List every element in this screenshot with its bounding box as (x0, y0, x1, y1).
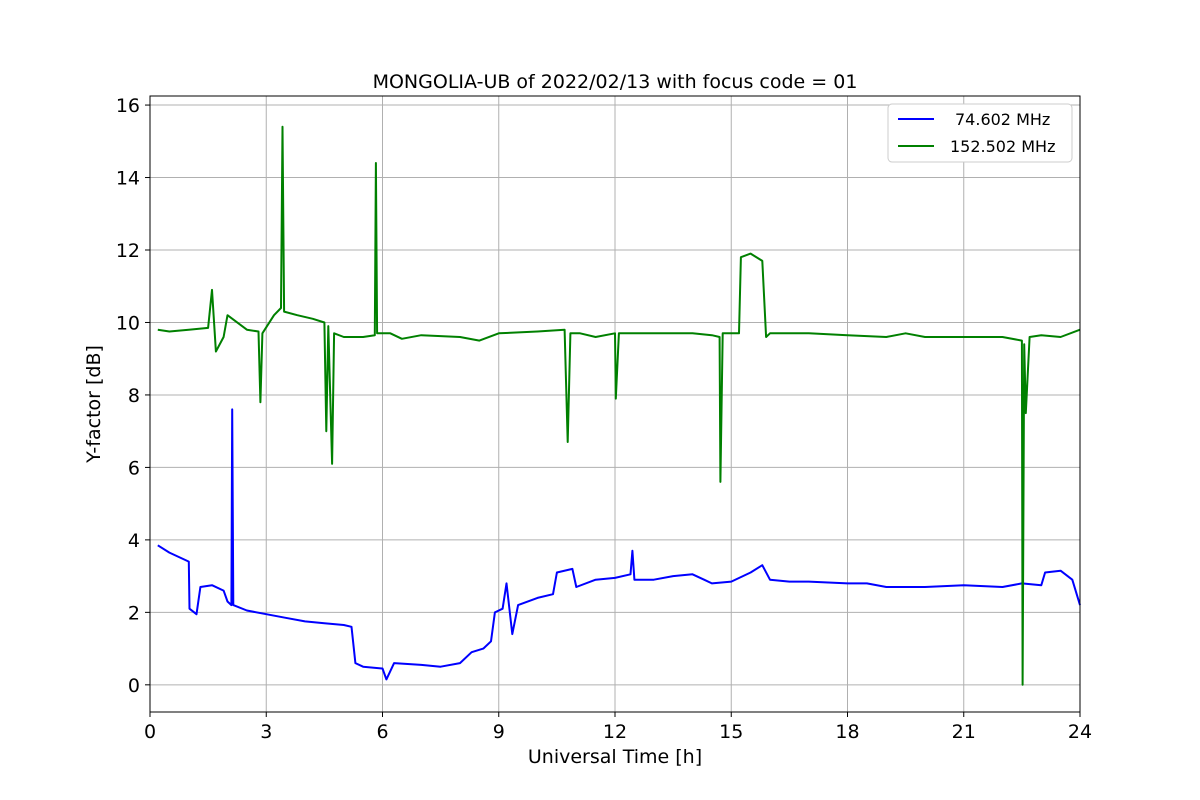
x-tick-label: 21 (952, 721, 976, 743)
y-tick-label: 14 (116, 168, 140, 190)
y-tick-label: 10 (116, 312, 140, 334)
x-tick-label: 9 (493, 721, 505, 743)
x-tick-label: 0 (144, 721, 156, 743)
legend-entry-152mhz: 152.502 MHz (950, 137, 1055, 156)
x-tick-label: 12 (603, 721, 627, 743)
x-tick-label: 6 (376, 721, 388, 743)
y-tick-label: 6 (128, 457, 140, 479)
series-layer (157, 125, 1081, 686)
x-tick-label: 15 (719, 721, 743, 743)
y-tick-label: 16 (116, 95, 140, 117)
y-tick-label: 2 (128, 602, 140, 624)
y-tick-label: 0 (128, 675, 140, 697)
legend: 74.602 MHz 152.502 MHz (887, 103, 1073, 163)
y-tick-label: 12 (116, 240, 140, 262)
y-tick-label: 4 (128, 530, 140, 552)
series-line-0 (157, 408, 1081, 681)
x-tick-label: 3 (260, 721, 272, 743)
x-tick-label: 24 (1068, 721, 1092, 743)
y-axis-label: Y-factor [dB] (83, 345, 105, 464)
legend-entry-74mhz: 74.602 MHz (955, 110, 1050, 129)
series-line-1 (157, 125, 1081, 686)
chart-title: MONGOLIA-UB of 2022/02/13 with focus cod… (373, 71, 858, 93)
x-axis-label: Universal Time [h] (528, 746, 702, 768)
y-tick-label: 8 (128, 385, 140, 407)
x-tick-label: 18 (835, 721, 859, 743)
